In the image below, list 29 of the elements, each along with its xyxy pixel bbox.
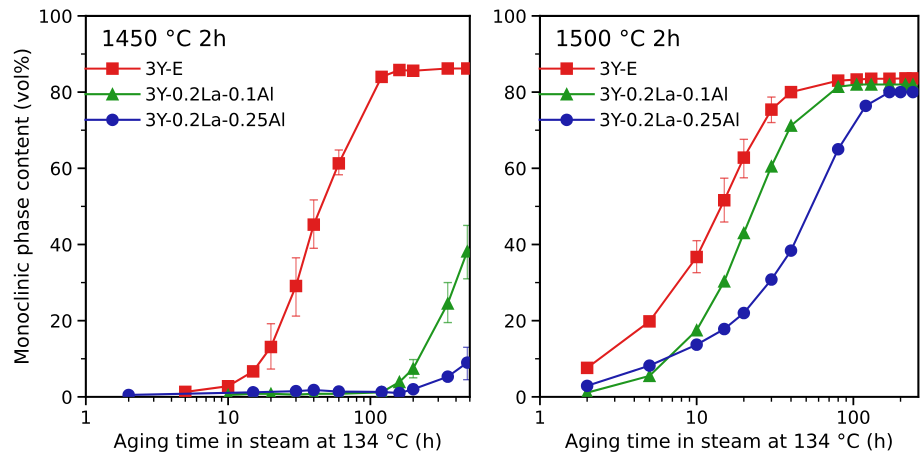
- annotation: 1450 °C 2h: [104, 29, 225, 46]
- y-tick-label: 100: [494, 9, 526, 24]
- y-tick-label: 100: [40, 9, 72, 24]
- y-tick-label: 40: [504, 238, 526, 252]
- y-tick-label: 80: [505, 86, 526, 100]
- x-axis-title: Aging time in steam at 134 °C (h): [565, 433, 892, 452]
- y-tick-label: 80: [50, 86, 72, 100]
- y-tick-label: 0: [62, 390, 72, 404]
- legend-label: 3Y-0.2La-0.25Al: [600, 112, 738, 126]
- y-tick-label: 60: [505, 162, 526, 176]
- x-tick-label: 10: [687, 410, 707, 424]
- legend-label: 3Y-0.2La-0.25Al: [146, 112, 284, 126]
- x-tick-label: 100: [355, 410, 386, 424]
- y-tick-label: 0: [516, 390, 526, 404]
- legend-label: 3Y-E: [146, 62, 182, 76]
- legend-label: 3Y-0.2La-0.1Al: [600, 86, 727, 101]
- y-axis-title: Monoclinic phase content (vol%): [14, 50, 33, 363]
- y-tick-label: 40: [50, 238, 72, 252]
- y-tick-label: 20: [50, 314, 72, 328]
- x-tick-label: 10: [218, 410, 238, 424]
- y-tick-label: 60: [50, 162, 72, 176]
- x-tick-label: 100: [838, 410, 870, 424]
- legend-label: 3Y-0.2La-0.1Al: [146, 86, 273, 101]
- annotation: 1500 °C 2h: [558, 29, 679, 46]
- x-tick-label: 1: [536, 410, 544, 424]
- x-tick-label: 1: [82, 410, 90, 424]
- x-axis-title: Aging time in steam at 134 °C (h): [114, 433, 440, 452]
- legend-label: 3Y-E: [600, 62, 636, 76]
- y-tick-label: 20: [505, 314, 526, 328]
